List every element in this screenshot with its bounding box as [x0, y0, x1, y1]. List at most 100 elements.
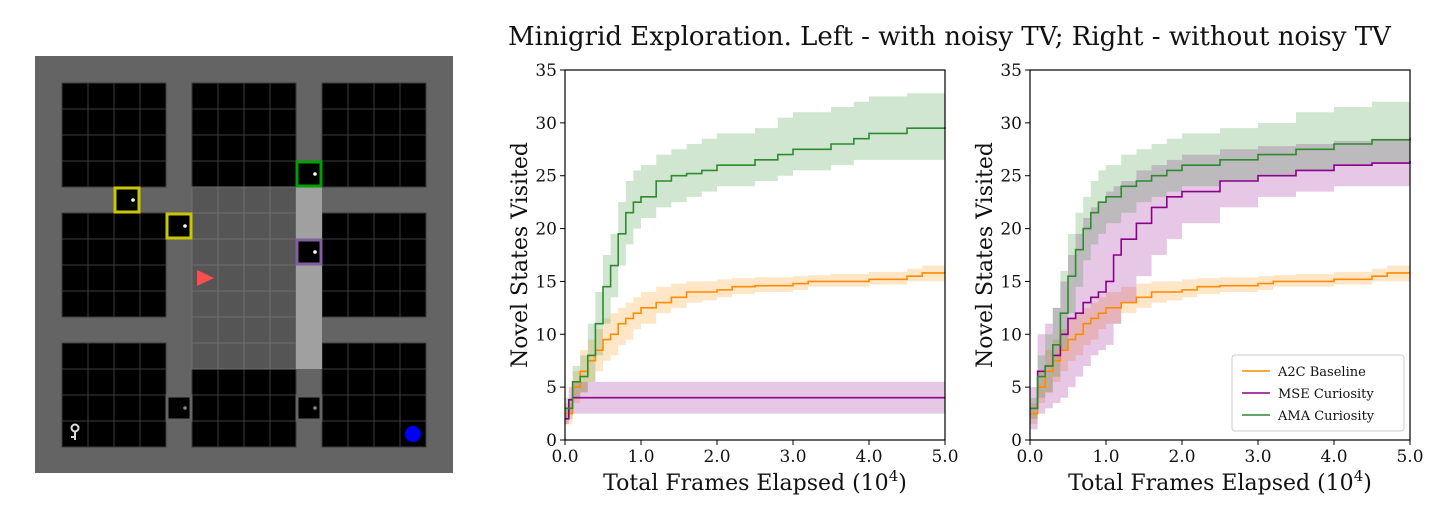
room-cell [139, 82, 167, 110]
room-cell [61, 160, 89, 188]
view-cell [243, 186, 271, 214]
x-tick-label: 1.0 [627, 447, 654, 467]
y-tick-label: 10 [535, 325, 557, 345]
view-cell [191, 238, 219, 266]
view-cell [217, 264, 245, 292]
room-cell [269, 160, 297, 188]
room-cell [191, 420, 219, 448]
door-icon [295, 160, 323, 188]
room-cell [113, 160, 141, 188]
room-cell [139, 290, 167, 318]
room-cell [139, 342, 167, 370]
room-cell [399, 160, 427, 188]
view-cell [191, 290, 219, 318]
y-tick-label: 0 [546, 431, 557, 451]
room-cell [347, 394, 375, 422]
room-cell [113, 394, 141, 422]
room-cell [399, 394, 427, 422]
room-cell [243, 134, 271, 162]
room-cell [347, 108, 375, 136]
room-cell [61, 108, 89, 136]
confidence-band [565, 381, 945, 425]
legend-label: AMA Curiosity [1277, 409, 1375, 424]
door-handle [183, 406, 187, 410]
room-cell [61, 134, 89, 162]
room-cell [243, 108, 271, 136]
series-line [565, 127, 946, 410]
y-tick-label: 35 [535, 61, 557, 81]
room-cell [61, 82, 89, 110]
confidence-band [1030, 135, 1410, 430]
room-cell [399, 342, 427, 370]
room-cell [139, 264, 167, 292]
room-cell [113, 212, 141, 240]
x-tick-label: 0.0 [1016, 447, 1043, 467]
room-cell [217, 134, 245, 162]
x-tick-label: 1.0 [1092, 447, 1119, 467]
room-cell [373, 134, 401, 162]
confidence-band [1030, 265, 1410, 425]
y-axis-label: Novel States Visited [973, 142, 998, 368]
room-cell [113, 238, 141, 266]
room-cell [269, 368, 297, 396]
room-cell [139, 394, 167, 422]
x-tick-label: 3.0 [1244, 447, 1271, 467]
room-cell [61, 342, 89, 370]
legend-label: MSE Curiosity [1278, 387, 1374, 402]
room-cell [217, 108, 245, 136]
room-cell [87, 108, 115, 136]
y-tick-label: 25 [535, 167, 557, 187]
corridor-strip [296, 187, 322, 369]
room-cell [139, 108, 167, 136]
room-cell [321, 238, 349, 266]
room-cell [191, 82, 219, 110]
confidence-band [1030, 98, 1410, 419]
room-cell [373, 368, 401, 396]
room-cell [399, 290, 427, 318]
room-cell [113, 108, 141, 136]
x-tick-label: 5.0 [931, 447, 958, 467]
room-cell [321, 342, 349, 370]
room-cell [87, 264, 115, 292]
legend-box [1231, 354, 1405, 432]
view-cell [243, 264, 271, 292]
room-cell [269, 420, 297, 448]
room-cell [243, 420, 271, 448]
room-cell [269, 108, 297, 136]
view-cell [217, 186, 245, 214]
room-cell [347, 134, 375, 162]
room-cell [61, 238, 89, 266]
room-cell [347, 368, 375, 396]
room-cell [373, 108, 401, 136]
room-cell [347, 342, 375, 370]
view-cell [217, 316, 245, 344]
view-cell [217, 342, 245, 370]
room-cell [217, 160, 245, 188]
room-cell [321, 82, 349, 110]
room-cell [113, 82, 141, 110]
legend: A2C Baseline MSE Curiosity AMA Curiosity [1231, 354, 1405, 432]
room-cell [87, 290, 115, 318]
figure-title: Minigrid Exploration. Left - with noisy … [508, 22, 1391, 52]
room-cell [399, 238, 427, 266]
x-tick-label: 5.0 [1396, 447, 1423, 467]
room-cell [347, 290, 375, 318]
room-cell [373, 264, 401, 292]
view-cell [269, 264, 297, 292]
room-cell [61, 212, 89, 240]
room-cell [87, 212, 115, 240]
view-cell [217, 212, 245, 240]
room-cell [373, 394, 401, 422]
room-cell [139, 160, 167, 188]
door-handle [131, 198, 135, 202]
room-cell [373, 238, 401, 266]
view-cell [191, 186, 219, 214]
view-cell [217, 290, 245, 318]
x-tick-label: 4.0 [855, 447, 882, 467]
room-cell [321, 212, 349, 240]
door-handle [313, 250, 317, 254]
legend-label: A2C Baseline [1277, 365, 1366, 380]
room-cell [347, 420, 375, 448]
x-tick-label: 2.0 [703, 447, 730, 467]
room-cell [347, 238, 375, 266]
